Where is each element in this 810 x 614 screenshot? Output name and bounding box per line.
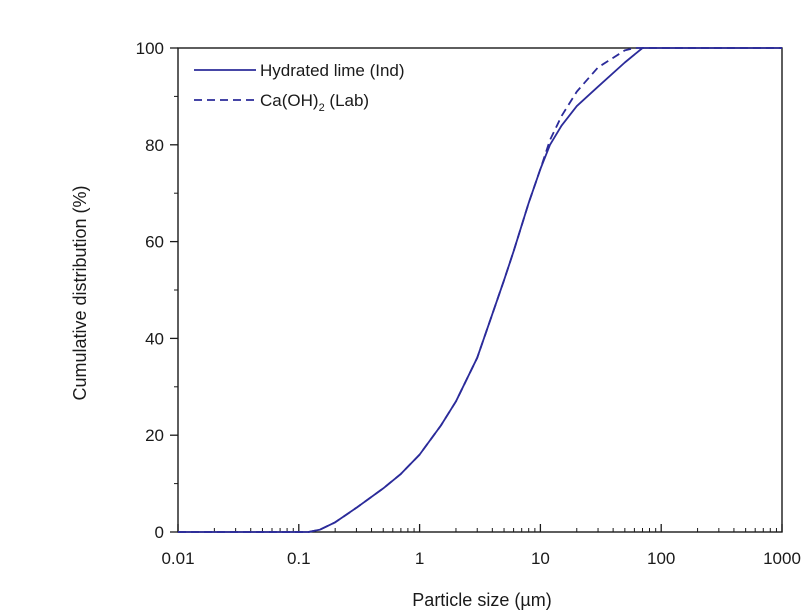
y-tick-label: 20	[145, 426, 164, 445]
series-layer	[178, 47, 782, 533]
y-tick-label: 0	[155, 523, 164, 542]
x-axis-title: Particle size (µm)	[412, 590, 551, 610]
y-tick-label: 40	[145, 329, 164, 348]
legend: Hydrated lime (Ind) Ca(OH)2 (Lab)	[194, 61, 405, 114]
y-tick-label: 100	[136, 39, 164, 58]
legend-label-1: Hydrated lime (Ind)	[260, 61, 405, 80]
y-axis-title: Cumulative distribution (%)	[70, 185, 90, 400]
plot-frame	[177, 47, 783, 533]
x-tick-label: 0.01	[161, 549, 194, 568]
legend-label-2: Ca(OH)2 (Lab)	[260, 91, 369, 114]
plot-border	[177, 47, 783, 533]
y-tick-label: 80	[145, 136, 164, 155]
x-tick-label: 10	[531, 549, 550, 568]
series-line-1	[178, 47, 782, 533]
y-axis-ticks: 0 20 40 60 80 100	[136, 39, 178, 542]
x-tick-label: 0.1	[287, 549, 311, 568]
x-tick-label: 1000	[763, 549, 801, 568]
x-tick-label: 100	[647, 549, 675, 568]
y-tick-label: 60	[145, 233, 164, 252]
series-line-2	[178, 47, 782, 533]
x-axis-ticks: 0.01 0.1 1 10 100 1000	[161, 524, 801, 568]
x-tick-label: 1	[415, 549, 424, 568]
